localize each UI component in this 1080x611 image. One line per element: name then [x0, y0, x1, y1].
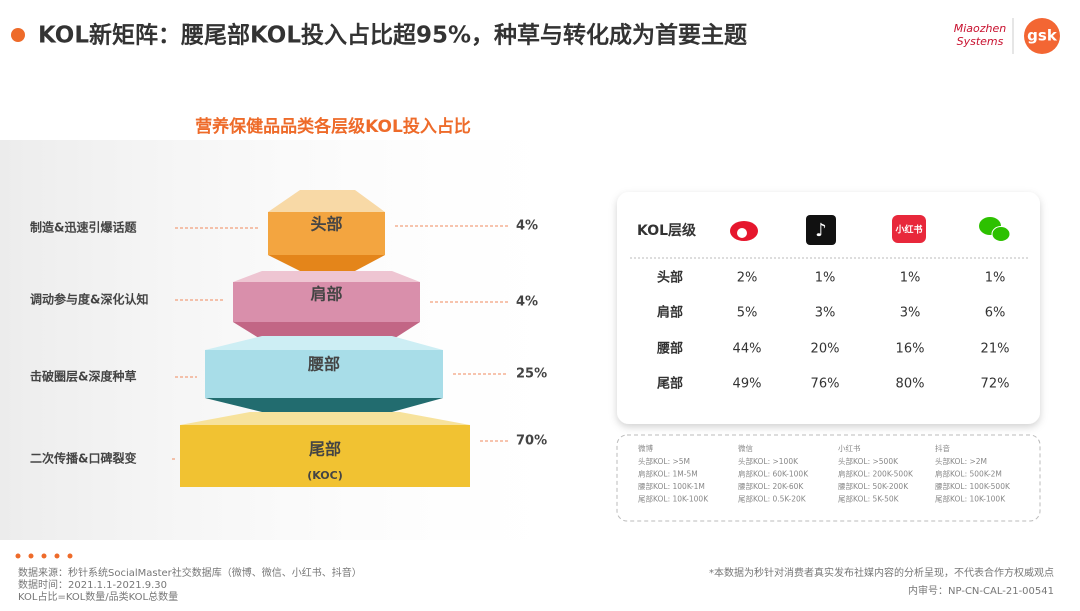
def-item: 头部KOL: >5M [638, 456, 690, 466]
level-purpose: 二次传播&口碑裂变 [30, 451, 136, 466]
def-item: 尾部KOL: 10K-100K [638, 494, 709, 504]
douyin-icon [806, 215, 836, 245]
level-front [268, 212, 385, 255]
level-top [180, 412, 470, 425]
def-item: 头部KOL: >100K [738, 456, 799, 466]
level-share: 25% [516, 367, 547, 382]
level-name: 肩部 [310, 285, 342, 304]
kol-card: ♪ 小红书 [617, 192, 1040, 424]
level-share: 70% [516, 434, 547, 449]
def-item: 尾部KOL: 5K-50K [838, 494, 900, 504]
level-top [268, 190, 385, 212]
level-top [233, 271, 420, 282]
table-cell: 76% [811, 377, 840, 392]
pyramid [180, 190, 470, 487]
table-cell: 5% [737, 306, 758, 321]
footnote: KOL占比=KOL数量/品类KOL总数量 [18, 590, 178, 603]
def-item: 肩部KOL: 60K-100K [738, 469, 809, 479]
level-bottom [268, 255, 385, 271]
pyramid-title: 营养保健品品类各层级KOL投入占比 [195, 116, 471, 137]
level-sub: (KOC) [307, 469, 343, 482]
table-cell: 16% [896, 342, 925, 357]
card [617, 192, 1040, 424]
table-cell: 2% [737, 271, 758, 286]
level-share: 4% [516, 295, 538, 310]
level-top [205, 336, 443, 350]
gsk-logo [1024, 18, 1060, 54]
def-item: 腰部KOL: 100K-500K [935, 481, 1011, 491]
level-name: 尾部 [309, 440, 341, 459]
logo-text: Systems [957, 35, 1004, 48]
douyin-icon: ♪ [815, 220, 827, 241]
table-corner: KOL层级 [637, 222, 697, 239]
def-item: 尾部KOL: 0.5K-20K [738, 494, 807, 504]
def-platform: 抖音 [935, 443, 950, 453]
xhs-icon [892, 215, 926, 243]
disclaimer: *本数据为秒针对消费者真实发布社媒内容的分析呈现，不代表合作方权威观点 [709, 566, 1054, 579]
weibo-icon [737, 228, 747, 238]
wechat-icon [991, 226, 1011, 242]
title-dot [11, 28, 25, 42]
row-label: 头部 [657, 270, 683, 286]
def-item: 头部KOL: >2M [935, 456, 987, 466]
table-cell: 1% [900, 271, 921, 286]
slide-title: KOL新矩阵：腰尾部KOL投入占比超95%，种草与转化成为首要主题 [38, 22, 747, 49]
def-item: 肩部KOL: 1M-5M [638, 469, 698, 479]
table-cell: 1% [815, 271, 836, 286]
level-name: 腰部 [308, 355, 340, 374]
row-label: 肩部 [657, 305, 683, 321]
level-name: 头部 [310, 215, 342, 234]
def-platform: 微信 [738, 443, 753, 453]
def-item: 肩部KOL: 200K-500K [838, 469, 914, 479]
definition-box [616, 434, 1041, 522]
table-cell: 49% [733, 377, 762, 392]
table-cell: 72% [981, 377, 1010, 392]
table-cell: 1% [985, 271, 1006, 286]
level-front [233, 282, 420, 322]
level-front [180, 425, 470, 487]
def-item: 头部KOL: >500K [838, 456, 899, 466]
def-item: 腰部KOL: 20K-60K [738, 481, 804, 491]
table-cell: 3% [900, 306, 921, 321]
def-item: 尾部KOL: 10K-100K [935, 494, 1006, 504]
def-item: 肩部KOL: 500K-2M [935, 469, 1002, 479]
table-cell: 80% [896, 377, 925, 392]
level-purpose: 击破圈层&深度种草 [30, 369, 136, 384]
footnote: 数据时间：2021.1.1-2021.9.30 [18, 578, 167, 591]
table-cell: 44% [733, 342, 762, 357]
level-front [205, 350, 443, 398]
level-bottom [233, 322, 420, 340]
footer-dots [15, 553, 73, 559]
table-cell: 6% [985, 306, 1006, 321]
level-bottom [205, 398, 443, 412]
table-cell: 20% [811, 342, 840, 357]
logo-text: Miaozhen [954, 22, 1007, 35]
row-label: 尾部 [657, 376, 683, 392]
table-cell: 21% [981, 342, 1010, 357]
level-purpose: 制造&迅速引爆话题 [30, 220, 137, 235]
def-item: 腰部KOL: 100K-1M [638, 481, 705, 491]
def-platform: 小红书 [838, 443, 861, 453]
footnote: 数据来源：秒针系统SocialMaster社交数据库（微博、微信、小红书、抖音） [18, 566, 362, 579]
level-share: 4% [516, 219, 538, 234]
table-cell: 3% [815, 306, 836, 321]
row-label: 腰部 [656, 341, 683, 357]
xhs-icon-text: 小红书 [894, 224, 922, 236]
logo-text: gsk [1027, 27, 1058, 45]
def-item: 腰部KOL: 50K-200K [838, 481, 909, 491]
def-platform: 微博 [638, 443, 653, 453]
review-code: 内审号：NP-CN-CAL-21-00541 [908, 584, 1054, 597]
level-purpose: 调动参与度&深化认知 [30, 292, 148, 307]
